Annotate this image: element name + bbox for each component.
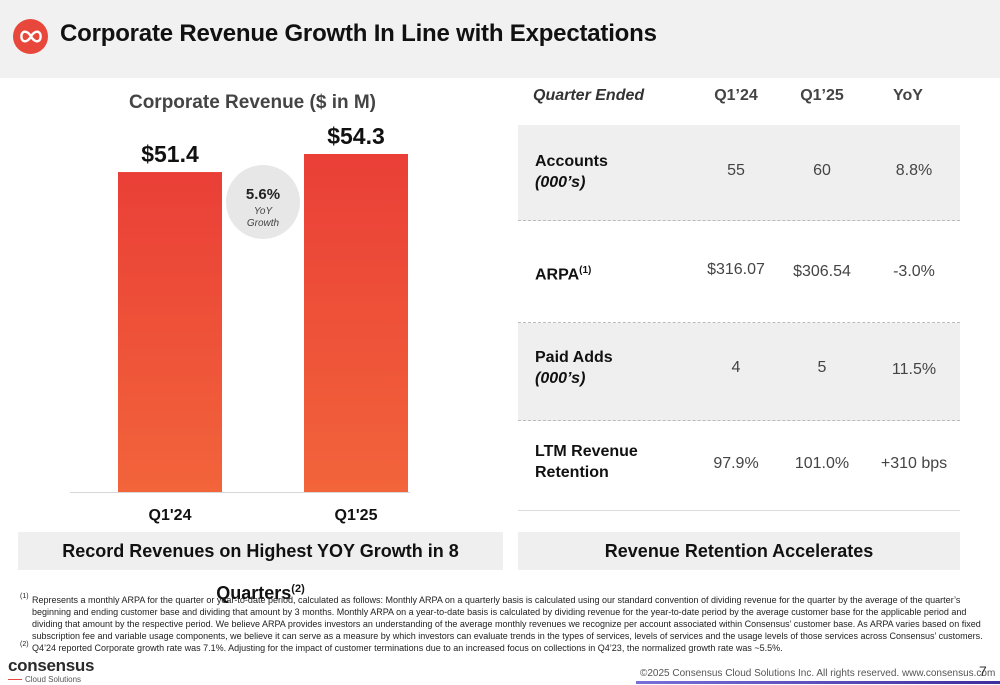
footnote-2: (2) Q4’24 reported Corporate growth rate… xyxy=(20,641,990,654)
cell-ltm-q1-24: 97.9% xyxy=(713,455,759,472)
row-label-text: ARPA xyxy=(535,266,580,284)
table-row-arpa: ARPA(1) $316.07 $306.54 -3.0% xyxy=(518,221,960,323)
chart-title: Corporate Revenue ($ in M) xyxy=(128,92,377,113)
footnote-mark: (1) xyxy=(20,593,29,600)
cell-arpa-q1-25: $306.54 xyxy=(793,263,851,280)
table-row-ltm-revenue-retention: LTM Revenue Retention 97.9% 101.0% +310 … xyxy=(518,421,960,511)
callout-left-text: Record Revenues on Highest YOY Growth in… xyxy=(62,541,459,603)
footer-accent-bar xyxy=(636,681,1000,684)
callout-left-sup: (2) xyxy=(291,583,305,595)
row-label-sup: (1) xyxy=(579,265,592,276)
bar-value-label: $51.4 xyxy=(141,141,199,167)
table-header-yoy: YoY xyxy=(893,87,923,104)
table-header-q1-25: Q1’25 xyxy=(800,87,844,104)
growth-value: 5.6% xyxy=(246,186,280,203)
cell-paid-adds-q1-25: 5 xyxy=(817,359,827,376)
brand-wordmark: consensus xyxy=(8,656,95,675)
cell-arpa-yoy: -3.0% xyxy=(893,263,935,280)
cell-ltm-yoy: +310 bps xyxy=(880,455,948,472)
row-separator xyxy=(518,420,960,421)
footnote-1: (1) Represents a monthly ARPA for the qu… xyxy=(20,593,990,642)
cell-accounts-q1-25: 60 xyxy=(813,162,831,179)
row-label-sub: Retention xyxy=(535,464,609,481)
bar-value-label: $54.3 xyxy=(327,123,385,149)
row-label-paid-adds: Paid Adds (000’s) xyxy=(535,347,613,389)
consensus-logo-icon xyxy=(13,19,48,54)
header-bar: Corporate Revenue Growth In Line with Ex… xyxy=(0,0,1000,78)
row-separator xyxy=(518,510,960,511)
table-header-quarter-ended: Quarter Ended xyxy=(533,87,645,104)
bar-q125 xyxy=(304,154,408,492)
page-title: Corporate Revenue Growth In Line with Ex… xyxy=(60,20,657,47)
footnote-text: Q4’24 reported Corporate growth rate was… xyxy=(32,643,783,653)
page-number: 7 xyxy=(979,663,987,679)
row-label-text: Paid Adds xyxy=(535,349,613,366)
table-row-paid-adds: Paid Adds (000’s) 4 5 11.5% xyxy=(518,323,960,421)
brand-subline: Cloud Solutions xyxy=(8,675,94,684)
row-label-sub: (000’s) xyxy=(535,370,586,387)
row-label-accounts: Accounts (000’s) xyxy=(535,151,608,193)
brand-logo: consensus Cloud Solutions xyxy=(8,656,94,684)
table-row-accounts: Accounts (000’s) 55 60 8.8% xyxy=(518,125,960,221)
row-separator xyxy=(518,220,960,221)
row-separator xyxy=(518,322,960,323)
cell-accounts-q1-24: 55 xyxy=(727,162,745,179)
bar-q124 xyxy=(118,172,222,492)
cell-ltm-q1-25: 101.0% xyxy=(794,455,850,472)
growth-bubble xyxy=(226,165,300,239)
cell-accounts-yoy: 8.8% xyxy=(895,162,933,179)
x-tick-label: Q1'24 xyxy=(149,507,192,524)
cell-arpa-q1-24: $316.07 xyxy=(707,261,765,278)
row-label-text: LTM Revenue xyxy=(535,443,638,460)
footnote-text: Represents a monthly ARPA for the quarte… xyxy=(32,595,983,641)
row-label-arpa: ARPA(1) xyxy=(535,260,591,285)
brand-sub-text: Cloud Solutions xyxy=(25,675,82,684)
x-tick-label: Q1'25 xyxy=(335,507,378,524)
footnote-mark: (2) xyxy=(20,641,29,648)
callout-retention-accelerates: Revenue Retention Accelerates xyxy=(518,532,960,570)
row-label-text: Accounts xyxy=(535,153,608,170)
table-header-q1-24: Q1’24 xyxy=(714,87,758,104)
copyright-text: ©2025 Consensus Cloud Solutions Inc. All… xyxy=(640,668,996,679)
growth-caption-2: Growth xyxy=(247,218,280,229)
cell-paid-adds-yoy: 11.5% xyxy=(891,361,937,378)
cell-paid-adds-q1-24: 4 xyxy=(731,359,741,376)
growth-caption-1: YoY xyxy=(254,206,274,217)
row-label-ltm-revenue-retention: LTM Revenue Retention xyxy=(535,441,638,483)
footnotes: (1) Represents a monthly ARPA for the qu… xyxy=(20,593,990,654)
row-label-sub: (000’s) xyxy=(535,174,586,191)
callout-record-revenues: Record Revenues on Highest YOY Growth in… xyxy=(18,532,503,603)
brand-dash xyxy=(8,679,22,680)
